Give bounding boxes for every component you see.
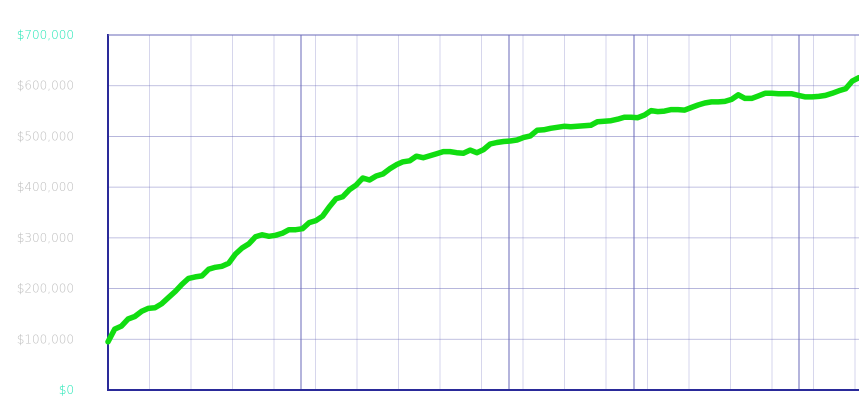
y-tick-label: $200,000 <box>17 282 74 296</box>
y-tick-labels: $0 $100,000 $200,000 $300,000 $400,000 $500,0… <box>17 28 74 397</box>
y-tick-label: $400,000 <box>17 180 74 194</box>
y-tick-label: $700,000 <box>17 28 74 42</box>
major-gridlines <box>108 34 859 390</box>
y-tick-label: $500,000 <box>17 129 74 143</box>
y-tick-label: $300,000 <box>17 231 74 245</box>
minor-gridlines <box>149 35 856 390</box>
axes <box>107 34 859 391</box>
y-tick-label: $100,000 <box>17 332 74 346</box>
y-tick-label: $600,000 <box>17 79 74 93</box>
series-group <box>105 74 859 345</box>
y-tick-label: $0 <box>59 383 74 397</box>
series-line <box>105 74 859 345</box>
